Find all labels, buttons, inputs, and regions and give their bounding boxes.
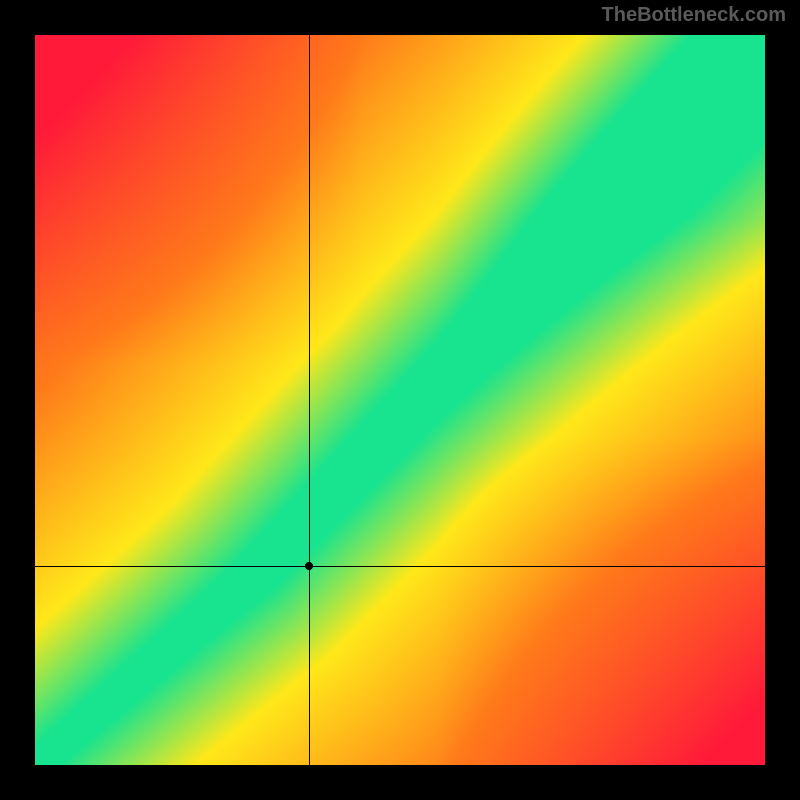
crosshair-horizontal <box>35 566 765 567</box>
chart-container: TheBottleneck.com <box>0 0 800 800</box>
data-point <box>305 562 313 570</box>
crosshair-vertical <box>309 35 310 765</box>
heatmap-canvas <box>35 35 765 765</box>
plot-area <box>35 35 765 765</box>
watermark-text: TheBottleneck.com <box>602 4 786 27</box>
